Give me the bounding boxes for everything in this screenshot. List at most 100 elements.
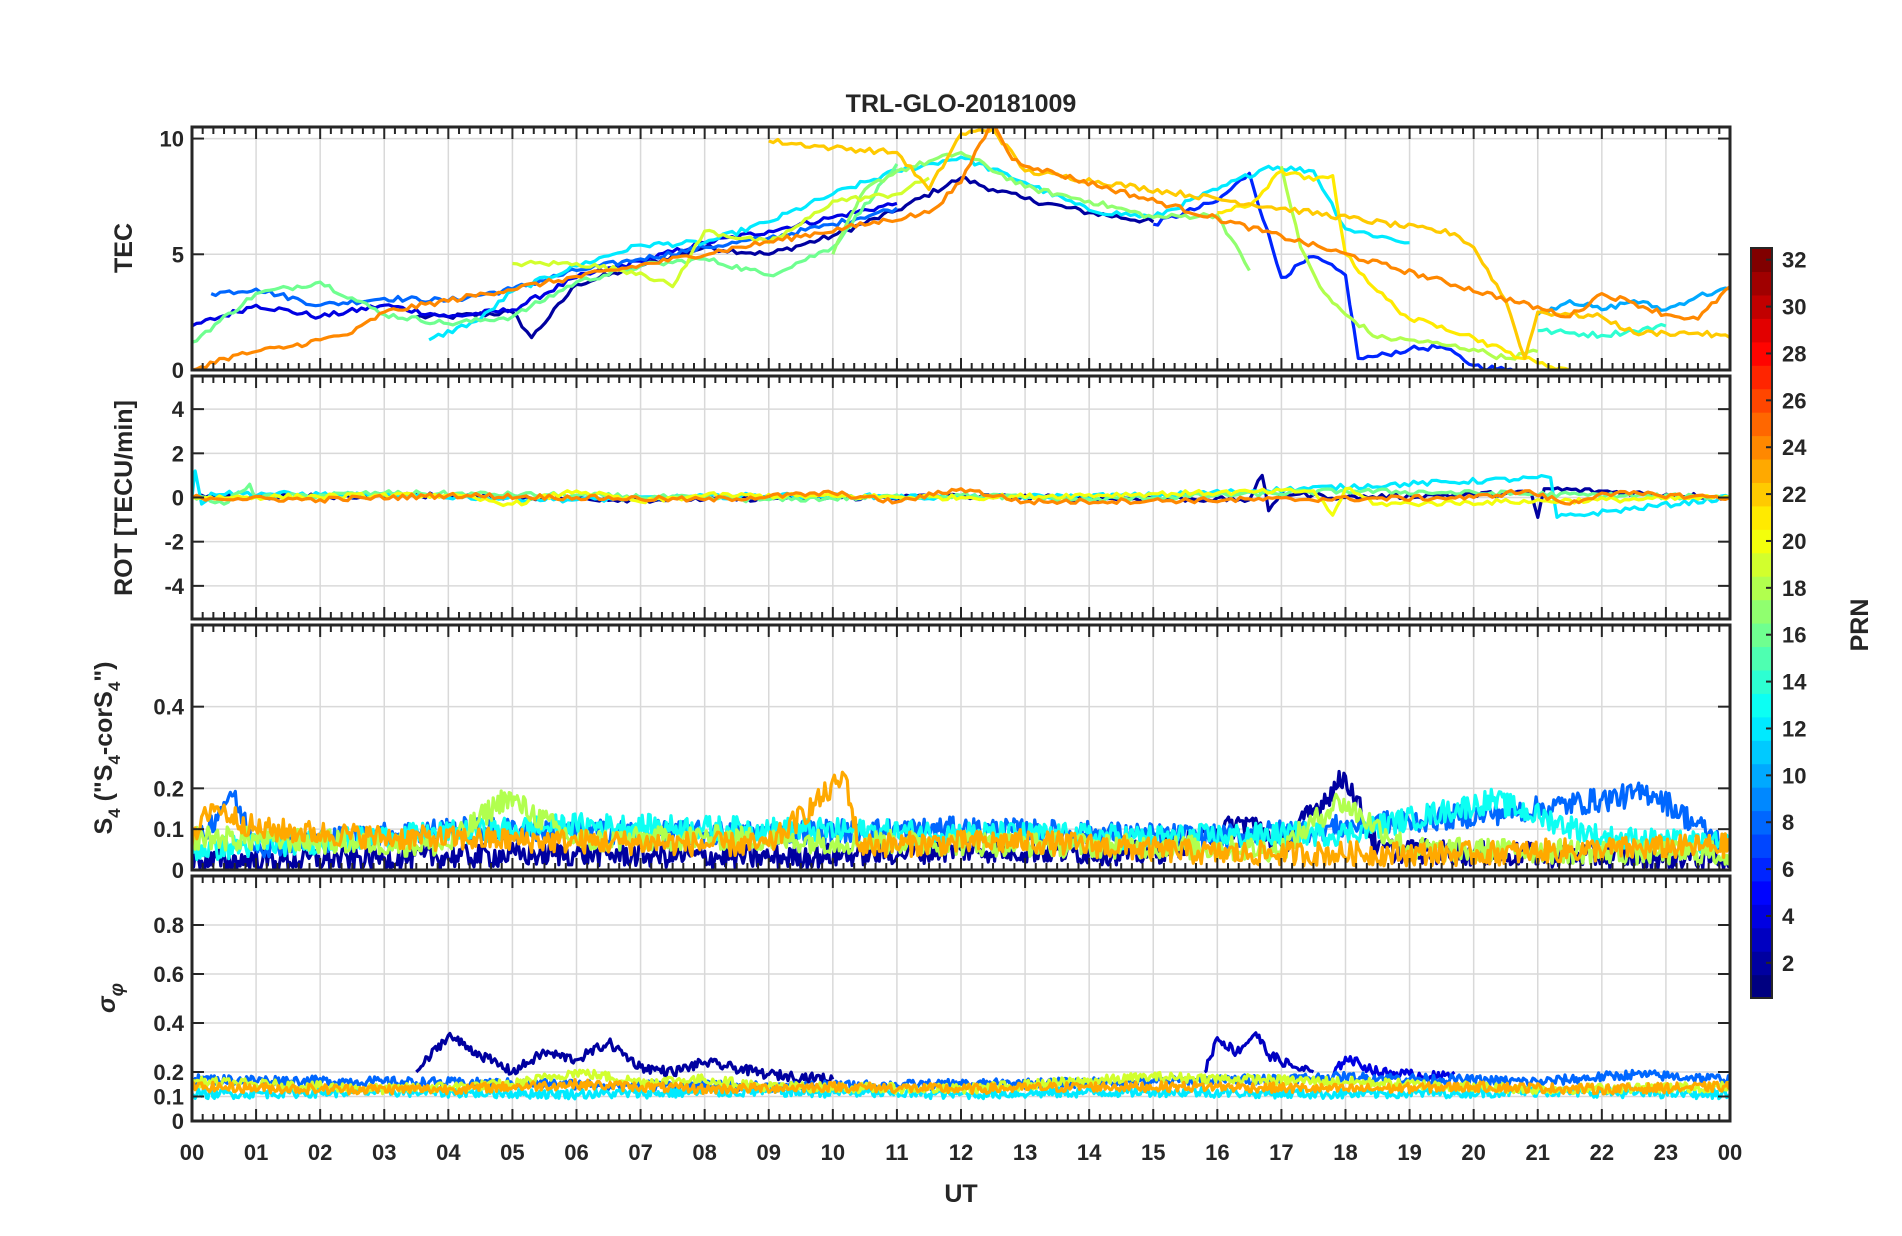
series-line-tec-prn10	[1536, 286, 1730, 316]
colorbar-segment	[1751, 529, 1772, 554]
colorbar-segment	[1751, 271, 1772, 296]
y-tick-label-rot: -2	[164, 530, 184, 555]
colorbar-segment	[1751, 669, 1772, 694]
ticks-rot: -4 -2 0 2 4	[164, 376, 1731, 619]
x-tick-label: 05	[500, 1140, 524, 1165]
series-line-tec-prn6	[1152, 171, 1525, 370]
colorbar-segment	[1751, 599, 1772, 624]
ticks-s4: 0 0.1 0.2 0.4	[153, 625, 1731, 883]
x-tick-label: 11	[885, 1140, 908, 1165]
x-tick-label: 09	[757, 1140, 781, 1165]
x-tick-label: 02	[308, 1140, 332, 1165]
colorbar-segment	[1751, 458, 1772, 483]
y-tick-label-rot: 2	[172, 441, 184, 466]
series-rot	[192, 469, 1730, 519]
y-label-s4: S4 ("S4-corS4")	[90, 662, 124, 835]
ticks-tec: 0 5 10	[160, 127, 1731, 383]
colorbar-label: PRN	[1846, 599, 1874, 652]
series-line-sigma-prn8	[192, 1068, 1730, 1093]
y-label-s4-a: S	[90, 818, 118, 835]
colorbar-segment	[1751, 388, 1772, 413]
colorbar-segment	[1751, 716, 1772, 741]
colorbar-segment	[1751, 505, 1772, 530]
colorbar-segment	[1751, 904, 1772, 929]
series-line-sigma-prn4	[1331, 1055, 1456, 1082]
y-label-s4-b: ("S	[90, 765, 118, 809]
x-tick-label: 00	[180, 1140, 204, 1165]
colorbar-segment	[1751, 951, 1772, 976]
colorbar-segment	[1751, 552, 1772, 577]
series-line-tec-prn24	[192, 127, 1730, 370]
series-line-tec-prn4	[192, 201, 898, 328]
colorbar-segment	[1751, 365, 1772, 390]
series-line-sigma-prn12	[192, 1085, 1730, 1101]
colorbar-segment	[1751, 646, 1772, 671]
colorbar-segment	[1751, 576, 1772, 601]
series-line-tec-prn14	[1537, 322, 1667, 339]
series-line-sigma-prn3	[1203, 1031, 1315, 1074]
series-line-tec-prn17	[831, 150, 1251, 272]
colorbar-segment	[1751, 693, 1772, 718]
series-line-tec-prn12	[428, 155, 1410, 342]
x-tick-label: 18	[1333, 1140, 1357, 1165]
y-label-rot: ROT [TECU/min]	[110, 400, 138, 596]
colorbar-tick-label: 10	[1782, 763, 1806, 788]
x-tick-label: 21	[1526, 1140, 1550, 1165]
colorbar-tick-label: 30	[1782, 295, 1806, 320]
y-label-s4-sub3: 4	[105, 681, 124, 691]
y-axis-labels: TEC ROT [TECU/min] S4 ("S4-corS4") σφ	[90, 223, 138, 1013]
colorbar-tick-label: 32	[1782, 248, 1806, 273]
y-tick-label-rot: 0	[172, 486, 184, 511]
colorbar-segment	[1751, 927, 1772, 952]
panel-s4: 0 0.1 0.2 0.4	[153, 623, 1732, 883]
colorbar-segment	[1751, 833, 1772, 858]
series-line-sigma-prn23	[192, 1078, 1730, 1096]
y-tick-label-rot: 4	[172, 397, 185, 422]
colorbar-tick-label: 4	[1782, 904, 1795, 929]
colorbar-tick-label: 24	[1782, 435, 1807, 460]
colorbar-segment	[1751, 435, 1772, 460]
x-tick-label: 12	[949, 1140, 973, 1165]
y-tick-label-sigma: 0.1	[153, 1085, 184, 1110]
colorbar-segment	[1751, 341, 1772, 366]
colorbar-segment	[1751, 248, 1772, 273]
colorbar-tick-label: 16	[1782, 623, 1806, 648]
y-tick-label-s4: 0.1	[153, 817, 184, 842]
x-tick-label: 16	[1205, 1140, 1229, 1165]
colorbar-tick-label: 2	[1782, 951, 1794, 976]
x-tick-label: 07	[628, 1140, 652, 1165]
y-tick-label-sigma: 0.2	[153, 1060, 184, 1085]
panel-rot: -4 -2 0 2 4	[164, 374, 1732, 621]
grid-tec	[191, 127, 1731, 371]
colorbar-segment	[1751, 880, 1772, 905]
colorbar-segment	[1751, 857, 1772, 882]
y-tick-label-tec: 0	[172, 358, 184, 383]
colorbar-tick-label: 22	[1782, 482, 1806, 507]
series-line-tec-prn18	[1279, 165, 1539, 361]
colorbar-segment	[1751, 740, 1772, 765]
y-tick-label-tec: 10	[160, 127, 184, 152]
y-label-s4-d: ")	[90, 662, 118, 682]
x-tick-label: 08	[692, 1140, 716, 1165]
y-label-s4-sub2: 4	[105, 755, 124, 765]
y-tick-label-s4: 0.4	[153, 695, 184, 720]
panel-tec: 0 5 10	[160, 125, 1732, 383]
y-label-sigma-a: σ	[93, 995, 121, 1013]
series-line-tec-prn22	[768, 127, 1730, 360]
colorbar-tick-label: 18	[1782, 576, 1806, 601]
x-tick-label: 14	[1077, 1140, 1102, 1165]
colorbar-segment	[1751, 294, 1772, 319]
colorbar-tick-label: 8	[1782, 810, 1794, 835]
colorbar-segment	[1751, 482, 1772, 507]
grid-sigma	[191, 876, 1731, 1122]
x-tick-label: 19	[1397, 1140, 1421, 1165]
series-line-sigma-prn2	[415, 1031, 835, 1085]
x-tick-labels: 00 01 02 03 04 05 06 07 08 09 10 11 12 13 14 15 16 17 18 19…	[180, 1140, 1742, 1165]
series-line-tec-prn2	[415, 176, 1155, 340]
series-line-tec-prn16	[192, 163, 899, 344]
x-tick-label: 22	[1590, 1140, 1614, 1165]
y-label-s4-c: -corS	[90, 691, 118, 755]
